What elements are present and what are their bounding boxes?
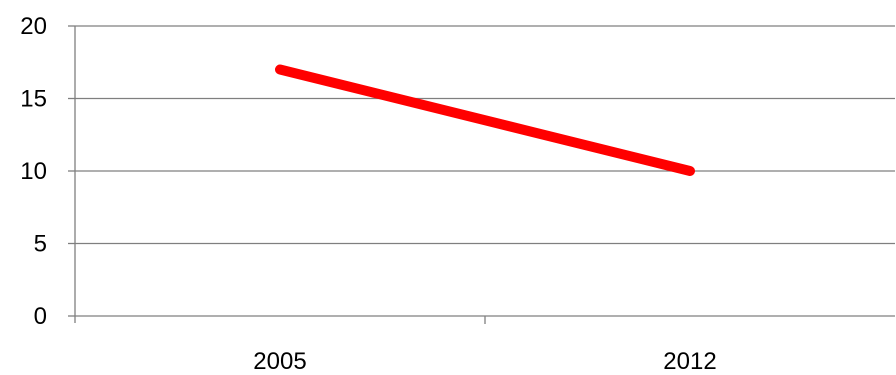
y-tick-labels: 0 5 10 15 20 [20, 13, 47, 330]
x-tick-label-2012: 2012 [663, 348, 716, 375]
y-tick-label: 0 [34, 303, 47, 330]
y-tick-label: 15 [20, 86, 47, 113]
series-lines [275, 64, 695, 176]
x-tick-label-2005: 2005 [253, 348, 306, 375]
y-tick-label: 5 [34, 231, 47, 258]
axes [68, 25, 895, 324]
grid-lines [75, 25, 895, 245]
y-tick-label: 20 [20, 13, 47, 40]
y-tick-label: 10 [20, 158, 47, 185]
series-line-0 [275, 64, 695, 176]
x-tick-labels: 2005 2012 [253, 348, 716, 375]
